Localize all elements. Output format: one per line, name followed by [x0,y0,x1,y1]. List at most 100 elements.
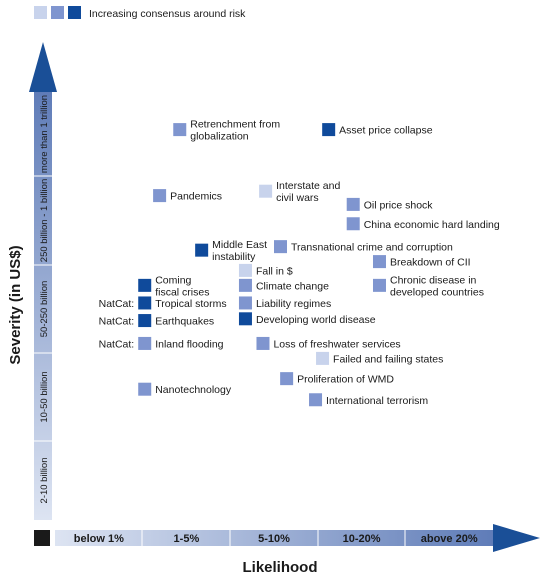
risk-marker [372,278,386,292]
y-axis-title: Severity (in US$) [7,245,24,364]
risk-label: Transnational crime and corruption [291,242,453,254]
risk-point: Pandemics [153,189,222,203]
y-tick-label: 250 billion - 1 billion [39,179,50,262]
consensus-legend: Increasing consensus around risk [34,6,246,20]
risk-label: International terrorism [326,395,428,407]
x-tick-label: 5-10% [258,533,290,545]
x-tick-label: 1-5% [174,533,200,545]
risk-label: Coming [155,274,191,286]
risk-label: Interstate and [276,180,340,192]
risk-prefix-label: NatCat: [99,298,135,310]
risk-label: Nanotechnology [155,384,232,396]
risk-label: Failed and failing states [333,353,443,365]
risk-point: Climate change [238,278,329,292]
y-axis-arrow [29,42,57,92]
risk-point: NatCat: Earthquakes [99,314,214,328]
legend-swatch-mid [51,6,64,19]
risk-point: Loss of freshwater services [256,336,401,350]
risk-marker [322,123,336,137]
risk-point: Oil price shock [346,197,434,211]
risk-point: Nanotechnology [138,382,232,396]
risk-label: Proliferation of WMD [297,374,394,386]
risk-label: Asset price collapse [339,125,433,137]
x-axis-bar [55,530,493,546]
risk-marker [256,336,270,350]
risk-marker [274,240,287,254]
risk-marker [238,278,252,292]
risk-label: Inland flooding [155,338,223,350]
risk-prefix-label: NatCat: [99,316,135,328]
risk-marker [138,278,152,292]
risk-point: NatCat: Inland flooding [99,336,224,350]
risk-marker [259,184,273,198]
risk-point: China economic hard landing [346,217,500,231]
y-tick-label: 2-10 billion [39,458,50,504]
x-axis: below 1% 1-5% 5-10% 10-20% above 20% Likelih… [34,524,540,576]
risk-marker [346,197,360,211]
risk-label: developed countries [390,286,484,298]
risk-label: Developing world disease [256,314,376,326]
risk-label: Middle East [212,239,267,251]
risk-marker [238,263,252,277]
risk-marker [138,382,152,396]
risk-label: Earthquakes [155,316,214,328]
risk-marker [309,393,323,407]
x-tick-label: below 1% [74,533,124,545]
risk-point: Fall in $ [238,263,293,277]
risk-point: International terrorism [309,393,428,407]
risk-label: Climate change [256,280,329,292]
x-axis-arrow [493,524,540,552]
risk-point: Breakdown of CII [372,255,471,269]
risk-marker [280,372,294,386]
risk-marker [372,255,386,269]
risk-marker [138,296,152,310]
risk-label: civil wars [276,192,319,204]
y-axis-bar [34,92,52,520]
risk-marker [346,217,360,231]
y-tick-label: 50-250 billion [39,281,50,338]
risk-point: NatCat: Tropical storms [99,296,227,310]
legend-swatch-low [34,6,47,19]
risk-point: Transnational crime and corruption [274,240,453,254]
risk-marker [238,296,252,310]
risk-label: Pandemics [170,191,222,203]
risk-label: instability [212,251,256,263]
risk-label: Oil price shock [364,199,434,211]
risk-label: Fall in $ [256,265,293,277]
risk-label: fiscal crises [155,286,209,298]
risk-point: Asset price collapse [322,123,433,137]
x-axis-title: Likelihood [243,559,318,576]
risk-label: Tropical storms [155,298,226,310]
x-tick-label: 10-20% [343,533,381,545]
y-tick-label: more than 1 trillion [39,95,50,173]
risk-marker [138,336,152,350]
risk-marker [195,243,209,257]
risk-marker [153,189,167,203]
risk-prefix-label: NatCat: [99,338,135,350]
risk-label: globalization [190,131,249,143]
risk-point: Proliferation of WMD [280,372,394,386]
risk-label: Loss of freshwater services [273,338,400,350]
risk-point: Developing world disease [238,312,376,326]
risk-label: China economic hard landing [364,219,500,231]
risk-label: Retrenchment from [190,119,280,131]
x-tick-label: above 20% [421,533,478,545]
risk-label: Chronic disease in [390,274,477,286]
y-axis: 2-10 billion 10-50 billion 50-250 billion 2… [7,42,57,520]
risk-marker [238,312,252,326]
risk-point: Liability regimes [238,296,331,310]
risk-marker [138,314,152,328]
risk-marker [173,123,187,137]
origin-box [34,530,50,546]
risk-label: Liability regimes [256,298,331,310]
risk-point: Failed and failing states [316,351,443,365]
legend-swatch-high [68,6,81,19]
legend-label: Increasing consensus around risk [89,8,246,20]
